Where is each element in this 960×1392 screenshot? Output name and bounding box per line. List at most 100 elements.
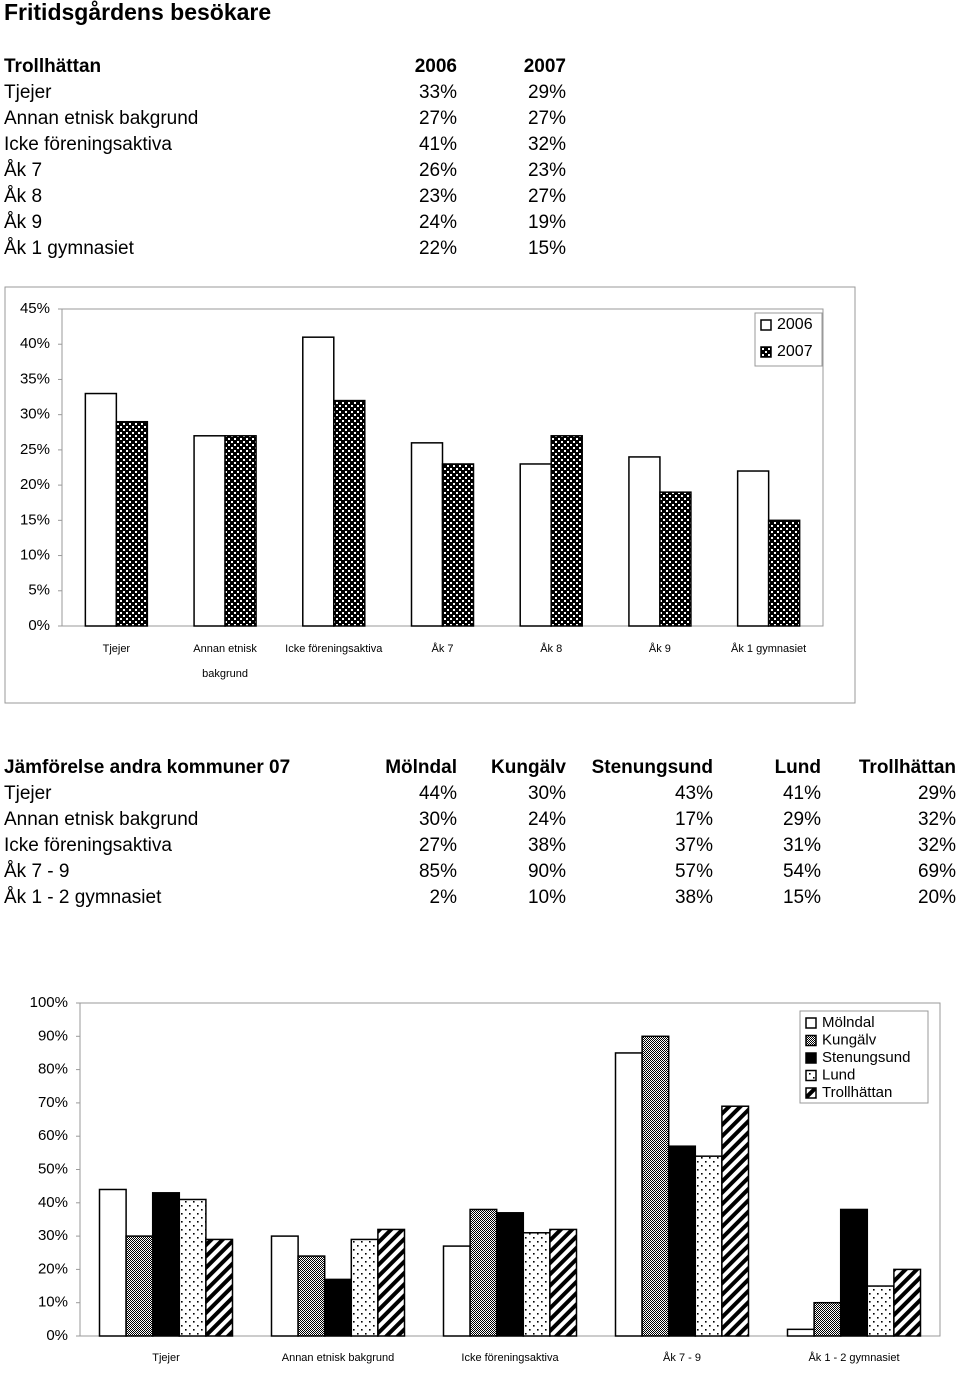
table-cell: 27%	[418, 835, 457, 856]
y-tick-label: 30%	[20, 406, 50, 423]
bar	[813, 1301, 842, 1337]
x-tick-label: Åk 7	[431, 643, 454, 655]
bar	[549, 1228, 578, 1337]
table-cell: 54%	[782, 861, 821, 882]
table-cell: 85%	[418, 861, 457, 882]
x-tick-label: Åk 8	[540, 643, 563, 655]
table-cell: 29%	[782, 809, 821, 830]
legend-label: Trollhättan	[822, 1084, 892, 1101]
legend-label: Kungälv	[822, 1031, 877, 1048]
bar	[205, 1238, 234, 1337]
row-label: Åk 1 gymnasiet	[4, 238, 134, 259]
table-cell: 31%	[782, 835, 821, 856]
bar	[333, 399, 366, 627]
bar	[767, 519, 801, 627]
bar	[84, 392, 118, 627]
bar	[151, 1192, 181, 1337]
table-cell: 15%	[527, 238, 566, 259]
table-header: Mölndal	[385, 757, 457, 778]
table-cell: 17%	[674, 809, 713, 830]
y-tick-label: 70%	[38, 1094, 68, 1111]
y-tick-label: 100%	[30, 994, 68, 1011]
bar	[736, 470, 770, 627]
row-label: Åk 7 - 9	[4, 861, 70, 882]
table-cell: 15%	[782, 887, 821, 908]
x-tick-label: Åk 1 - 2 gymnasiet	[808, 1352, 900, 1364]
bar	[659, 491, 692, 627]
x-tick-label: Tjejer	[152, 1352, 180, 1364]
y-tick-label: 30%	[38, 1227, 68, 1244]
legend-swatch	[805, 1087, 817, 1099]
x-tick-label: Åk 9	[648, 643, 671, 655]
bar	[839, 1208, 869, 1337]
bar	[270, 1235, 299, 1337]
y-tick-label: 20%	[38, 1260, 68, 1277]
table-header: Jämförelse andra kommuner 07	[4, 757, 291, 778]
bar	[550, 435, 583, 627]
table-cell: 27%	[527, 108, 566, 129]
table-cell: 23%	[418, 186, 457, 207]
table-cell: 57%	[674, 861, 713, 882]
table-header: Stenungsund	[591, 757, 713, 778]
y-tick-label: 90%	[38, 1027, 68, 1044]
table-header: Lund	[774, 757, 821, 778]
row-label: Icke föreningsaktiva	[4, 134, 172, 155]
x-tick-label: Åk 7 - 9	[663, 1352, 701, 1364]
legend-label: Mölndal	[822, 1014, 875, 1031]
x-tick-label: Icke föreningsaktiva	[461, 1352, 559, 1364]
bar	[641, 1035, 670, 1337]
x-tick-label: Icke föreningsaktiva	[285, 643, 383, 655]
row-label: Åk 1 - 2 gymnasiet	[4, 887, 162, 908]
table-cell: 10%	[527, 887, 566, 908]
page-title: Fritidsgårdens besökare	[4, 0, 272, 25]
row-label: Tjejer	[4, 82, 52, 103]
table-cell: 24%	[527, 809, 566, 830]
row-label: Annan etnisk bakgrund	[4, 108, 199, 129]
y-tick-label: 15%	[20, 511, 50, 528]
bar	[721, 1105, 750, 1337]
bar	[98, 1188, 127, 1337]
row-label: Annan etnisk bakgrund	[4, 809, 199, 830]
table-cell: 44%	[418, 783, 457, 804]
y-tick-label: 0%	[28, 617, 50, 634]
table-cell: 23%	[527, 160, 566, 181]
table-header: Trollhättan	[858, 757, 956, 778]
bar	[323, 1278, 353, 1337]
bar	[115, 420, 149, 627]
legend-label: Lund	[822, 1066, 855, 1083]
bar	[178, 1198, 207, 1337]
legend-swatch	[760, 346, 772, 358]
bar	[441, 463, 475, 627]
x-tick-label: Åk 1 gymnasiet	[731, 643, 807, 655]
bar	[193, 435, 226, 627]
table-cell: 29%	[527, 82, 566, 103]
legend-label: Stenungsund	[822, 1049, 910, 1066]
bar	[667, 1145, 697, 1337]
table-cell: 32%	[917, 809, 956, 830]
table-cell: 30%	[418, 809, 457, 830]
bar	[302, 336, 335, 627]
table-header: Kungälv	[491, 757, 566, 778]
legend-box	[799, 1010, 929, 1104]
legend-swatch	[805, 1052, 817, 1064]
table-cell: 41%	[782, 783, 821, 804]
bar	[350, 1238, 379, 1337]
bar	[377, 1228, 406, 1337]
table-cell: 32%	[527, 134, 566, 155]
y-tick-label: 5%	[28, 582, 50, 599]
y-tick-label: 20%	[20, 476, 50, 493]
table-cell: 32%	[917, 835, 956, 856]
y-tick-label: 25%	[20, 441, 50, 458]
bar	[866, 1285, 895, 1337]
table-cell: 27%	[527, 186, 566, 207]
table-cell: 37%	[674, 835, 713, 856]
legend-swatch	[805, 1017, 817, 1029]
y-tick-label: 45%	[20, 300, 50, 317]
bar	[893, 1268, 922, 1337]
table-cell: 19%	[527, 212, 566, 233]
row-label: Tjejer	[4, 783, 52, 804]
bar	[469, 1208, 498, 1337]
table-header: Trollhättan	[4, 56, 102, 77]
